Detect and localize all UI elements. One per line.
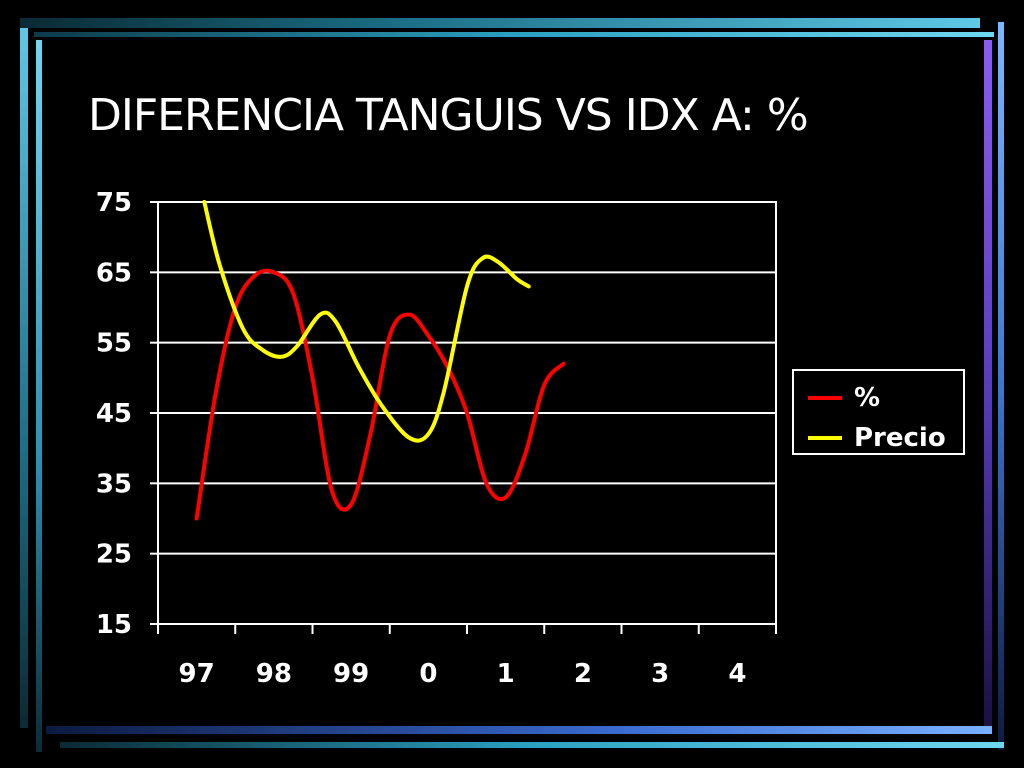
series-line-precio <box>202 200 531 443</box>
x-tick-label: 97 <box>179 659 215 689</box>
x-tick-label: 3 <box>651 659 669 689</box>
legend-label-percent: % <box>854 383 881 413</box>
y-tick-label: 55 <box>96 329 132 359</box>
frame-bottom-bar-outer <box>60 742 1004 748</box>
frame-left-bar <box>20 28 28 728</box>
series-line-percent <box>194 268 566 521</box>
y-tick-label: 45 <box>96 399 132 429</box>
y-tick-label: 25 <box>96 540 132 570</box>
x-tick-label: 99 <box>333 659 369 689</box>
x-tick-label: 4 <box>728 659 746 689</box>
y-tick-label: 75 <box>96 188 132 218</box>
x-tick-label: 98 <box>256 659 292 689</box>
frame-top-bar-inner <box>34 32 994 37</box>
y-tick-label: 65 <box>96 258 132 288</box>
chart-legend: % Precio <box>792 369 965 455</box>
x-tick-label: 1 <box>497 659 515 689</box>
legend-item-percent: % <box>808 383 880 413</box>
x-tick-label: 2 <box>574 659 592 689</box>
x-tick-label: 0 <box>419 659 437 689</box>
y-tick-label: 35 <box>96 469 132 499</box>
legend-swatch-precio <box>808 436 842 440</box>
legend-label-precio: Precio <box>854 423 946 453</box>
legend-swatch-percent <box>808 396 842 400</box>
frame-right-bar-outer <box>998 22 1004 750</box>
frame-right-bar <box>984 40 992 730</box>
legend-item-precio: Precio <box>808 423 946 453</box>
slide-title: DIFERENCIA TANGUIS VS IDX A: % <box>88 90 809 141</box>
frame-left-bar-inner <box>36 40 42 752</box>
frame-top-bar <box>20 18 980 28</box>
frame-bottom-bar <box>46 726 992 734</box>
y-tick-label: 15 <box>96 610 132 640</box>
